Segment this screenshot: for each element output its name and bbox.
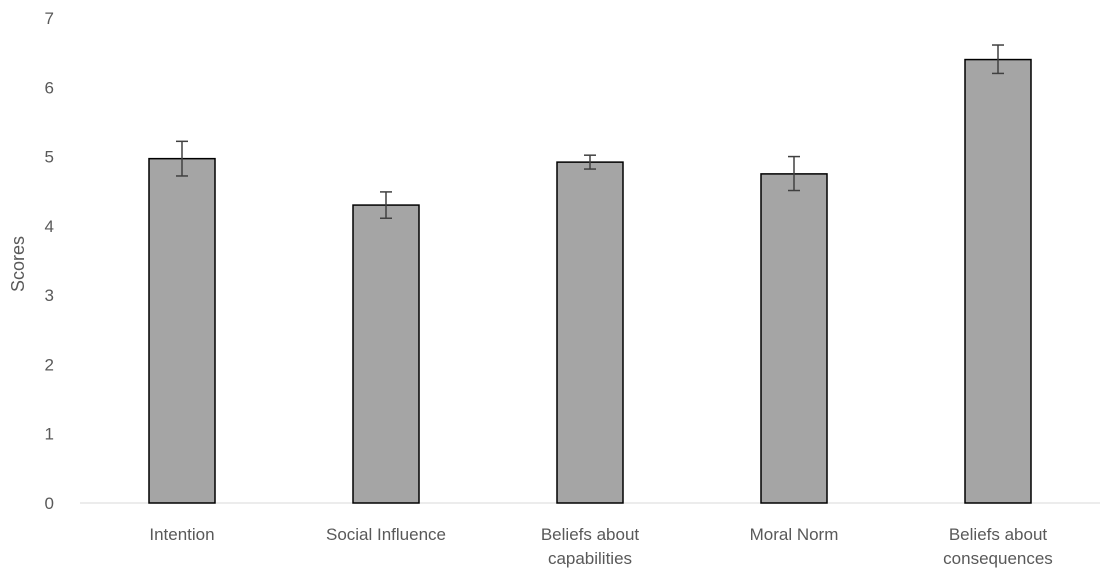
y-tick-label: 7 (45, 9, 54, 28)
error-bar (788, 155, 800, 192)
x-category-label-line: Intention (149, 525, 214, 544)
y-tick-label: 3 (45, 286, 54, 305)
x-category-label-line: Social Influence (326, 525, 446, 544)
x-category-label: Intention (149, 525, 214, 544)
error-bar (176, 140, 188, 177)
error-bar (380, 191, 392, 219)
x-category-label-line: Beliefs about (949, 525, 1048, 544)
x-category-label-line: Beliefs about (541, 525, 640, 544)
x-category-label: Beliefs about consequences (943, 525, 1053, 568)
y-axis-ticks: 0 1 2 3 4 5 6 7 (45, 9, 54, 513)
y-tick-label: 2 (45, 355, 54, 374)
bars-group (148, 58, 1032, 504)
x-category-label-line: capabilities (548, 549, 632, 568)
error-bar (584, 154, 596, 170)
y-tick-label: 1 (45, 425, 54, 444)
bar (556, 161, 624, 504)
y-tick-label: 6 (45, 78, 54, 97)
y-tick-label: 0 (45, 494, 54, 513)
x-category-label-line: Moral Norm (750, 525, 839, 544)
error-bar (992, 44, 1004, 75)
y-tick-label: 4 (45, 217, 54, 236)
bar (148, 157, 216, 504)
y-tick-label: 5 (45, 148, 54, 167)
bar (964, 58, 1032, 504)
x-category-label-line: consequences (943, 549, 1053, 568)
x-category-label: Moral Norm (750, 525, 839, 544)
bar (352, 204, 420, 504)
x-axis-labels: Intention Social Influence Beliefs about ca… (149, 525, 1052, 568)
x-category-label: Social Influence (326, 525, 446, 544)
x-category-label: Beliefs about capabilities (541, 525, 640, 568)
y-axis-label: Scores (8, 236, 28, 292)
bar (760, 173, 828, 504)
error-bars-group (176, 44, 1004, 219)
